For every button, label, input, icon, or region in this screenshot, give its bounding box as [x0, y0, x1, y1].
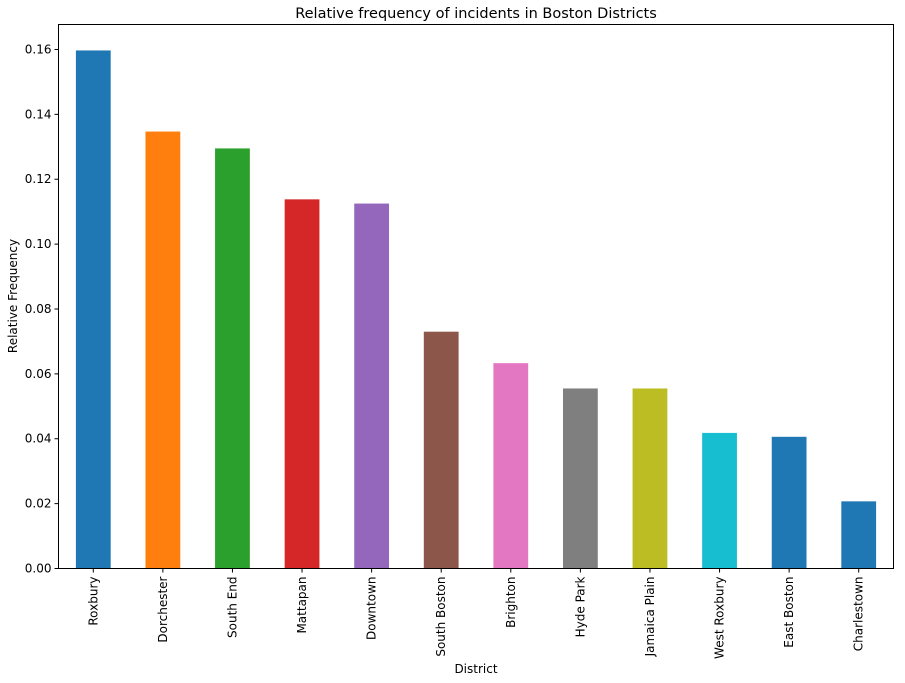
y-tick-label: 0.08: [25, 302, 52, 316]
x-tick-label: Downtown: [365, 577, 379, 640]
x-tick-label: Brighton: [504, 577, 518, 628]
y-axis-label: Relative Frequency: [6, 239, 20, 353]
x-tick-label: South End: [225, 577, 239, 639]
x-tick-label: Jamaica Plain: [643, 577, 657, 658]
y-axis: 0.00 0.02 0.04 0.06 0.08 0.10 0.12 0.14 0.16: [25, 42, 59, 576]
x-tick-label: South Boston: [434, 577, 448, 657]
y-tick-label: 0.14: [25, 107, 52, 121]
bar-south-boston: [423, 331, 459, 569]
y-tick-label: 0.02: [25, 497, 52, 511]
bar-charlestown: [841, 501, 877, 569]
y-tick-label: 0.10: [25, 237, 52, 251]
x-tick-label: Mattapan: [295, 577, 309, 634]
x-axis: Roxbury Dorchester South End Mattapan Downto…: [86, 568, 866, 659]
y-tick-label: 0.00: [25, 562, 52, 576]
bar-roxbury: [75, 50, 111, 569]
bar-south-end: [215, 148, 250, 569]
bar-downtown: [354, 203, 390, 569]
y-tick-label: 0.04: [25, 432, 52, 446]
x-tick-label: Roxbury: [86, 577, 100, 626]
x-tick-label: West Roxbury: [713, 577, 727, 659]
bars-group: [75, 50, 877, 569]
y-tick-label: 0.06: [25, 367, 52, 381]
bar-dorchester: [145, 131, 181, 569]
bar-west-roxbury: [702, 432, 737, 569]
bar-jamaica-plain: [632, 388, 668, 569]
x-axis-label: District: [454, 662, 497, 676]
bar-east-boston: [771, 436, 807, 569]
bar-hyde-park: [562, 388, 598, 569]
x-tick-label: Hyde Park: [573, 576, 587, 637]
plot-frame: [58, 24, 894, 569]
y-tick-label: 0.12: [25, 172, 52, 186]
x-tick-label: Dorchester: [156, 576, 170, 642]
x-tick-label: East Boston: [782, 577, 796, 648]
y-tick-label: 0.16: [25, 42, 52, 56]
bar-mattapan: [284, 199, 320, 569]
x-tick-label: Charlestown: [852, 577, 866, 652]
bar-brighton: [493, 363, 529, 569]
chart-title: Relative frequency of incidents in Bosto…: [295, 6, 657, 22]
